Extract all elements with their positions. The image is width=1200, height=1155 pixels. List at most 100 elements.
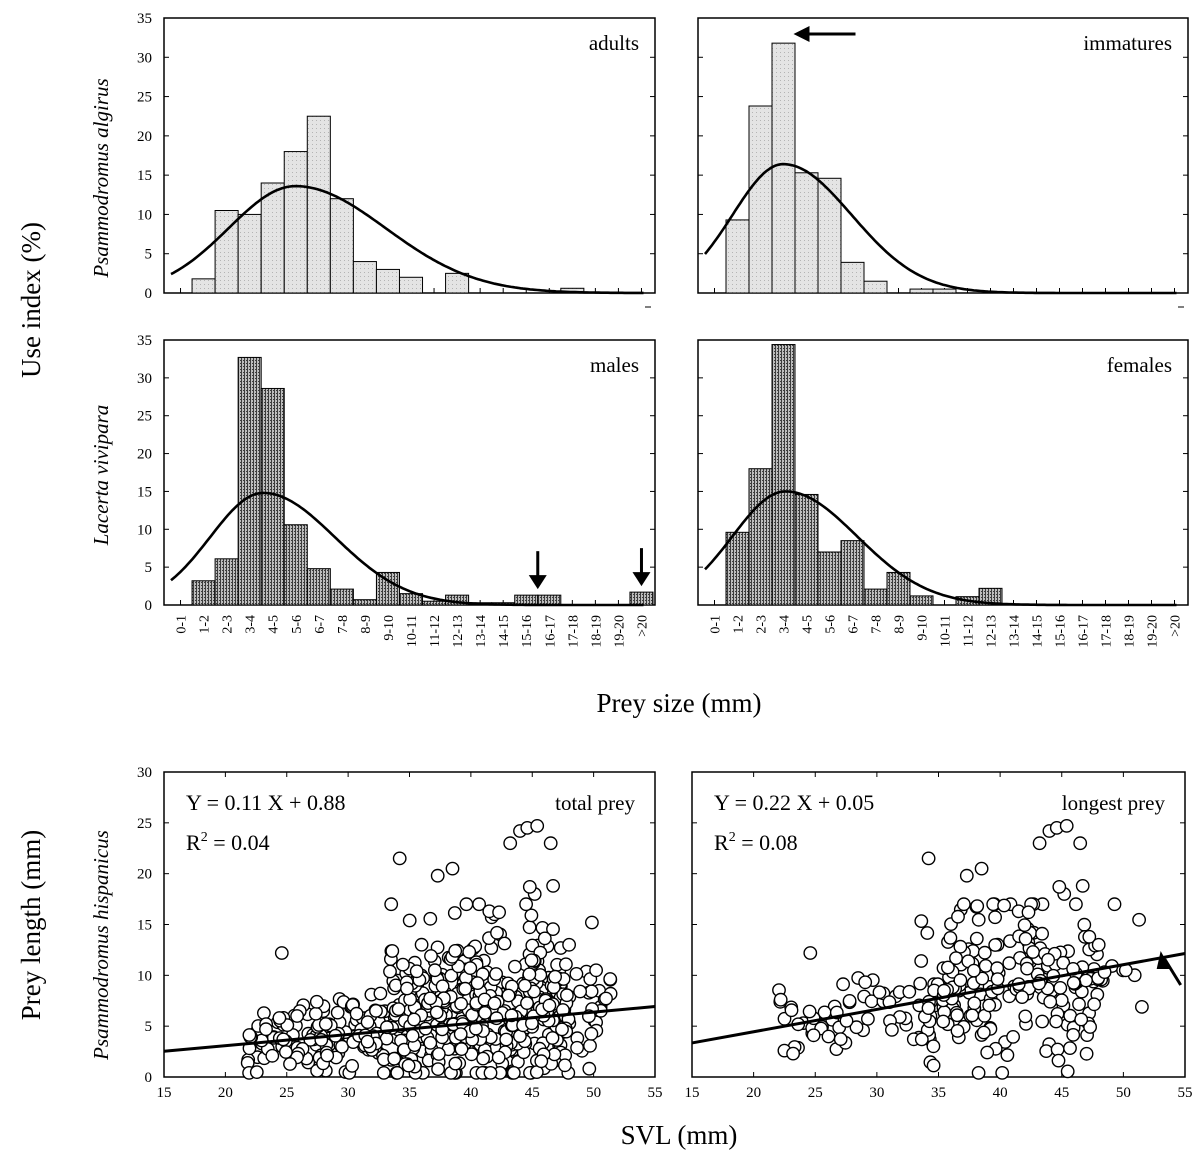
- bar-12-13: [445, 272, 470, 294]
- scatter-frame: [691, 771, 1186, 1078]
- x-tick-label: 9-10: [382, 615, 397, 641]
- bar-4-5: [794, 493, 819, 606]
- bar-12-13: [978, 587, 1003, 606]
- x-tick-label: 5-6: [290, 615, 305, 634]
- data-point: [559, 957, 573, 972]
- data-point: [308, 1006, 323, 1021]
- data-point: [369, 1004, 383, 1018]
- data-point: [1079, 1046, 1094, 1061]
- data-point: [1082, 929, 1097, 944]
- data-point: [424, 949, 438, 963]
- data-point: [256, 1006, 271, 1020]
- data-point: [988, 938, 1003, 952]
- bar-3-4: [771, 344, 796, 606]
- data-point: [1018, 931, 1033, 946]
- data-point: [982, 998, 997, 1013]
- x-tick-label: 15-16: [520, 615, 535, 648]
- x-tick-label: 18-19: [589, 615, 604, 648]
- data-point: [1043, 994, 1058, 1009]
- data-point: [584, 1026, 599, 1041]
- histogram-panel-males: 0 5 10 15 20 25 30 35 0-1 1-2 2-3 3-4 4-5 5-6 6-7 7-8 8-…: [137, 333, 656, 648]
- data-point: [1000, 1048, 1015, 1063]
- bar-7-8: [863, 588, 888, 606]
- data-point: [542, 998, 557, 1013]
- arrow-down-icon: [528, 575, 547, 590]
- data-point: [872, 985, 887, 1000]
- x-tick-label: 11-12: [962, 615, 977, 647]
- data-point: [969, 931, 984, 946]
- data-point: [1049, 1014, 1064, 1029]
- x-tick-label: 11-12: [428, 615, 443, 647]
- bar-2-3: [748, 468, 773, 606]
- data-point: [373, 986, 388, 1001]
- bar-3-4: [771, 42, 796, 294]
- y-tick-label: 25: [137, 90, 152, 106]
- data-point: [546, 879, 560, 893]
- data-point: [522, 967, 537, 982]
- x-tick-label: >20: [1169, 615, 1184, 637]
- data-point: [921, 851, 936, 866]
- data-point: [1020, 961, 1034, 976]
- data-point: [392, 851, 407, 866]
- data-point: [1135, 1000, 1149, 1014]
- data-point: [444, 968, 459, 983]
- data-point: [265, 1048, 280, 1063]
- x-tick-label: 1-2: [732, 615, 747, 634]
- bar-1-2: [725, 219, 750, 294]
- bar-1-2: [191, 580, 216, 606]
- data-point: [407, 1012, 421, 1027]
- arrow-left-icon: [793, 26, 810, 42]
- y-tick-label: 35: [137, 333, 152, 349]
- data-point: [569, 967, 584, 981]
- scatter-panel-longest-prey: 15 20 25 30 35 40 45 50 55 Y = 0.22 X + 0.05 R2 = …: [685, 771, 1193, 1101]
- bar-7-8: [329, 588, 354, 606]
- data-point: [971, 1066, 986, 1080]
- panel-label-longest-prey: longest prey: [1062, 791, 1166, 815]
- bar-20: [629, 591, 654, 606]
- data-point: [773, 992, 788, 1007]
- data-point: [517, 978, 532, 993]
- arrow-down-icon: [632, 572, 651, 587]
- x-tick-label: 25: [808, 1085, 823, 1101]
- histogram-panel-adults: 0 5 10 15 20 25 30 35 adults: [137, 11, 656, 308]
- y-tick-label: 30: [137, 50, 152, 66]
- data-point: [1056, 955, 1071, 970]
- data-point: [470, 976, 485, 990]
- data-point: [506, 1066, 521, 1080]
- panel-label-females: females: [1107, 353, 1172, 377]
- x-tick-label: 6-7: [313, 615, 328, 634]
- data-point: [503, 836, 518, 851]
- data-point: [914, 954, 929, 968]
- data-point: [501, 988, 516, 1003]
- data-point: [953, 973, 968, 988]
- data-point: [1073, 836, 1088, 851]
- species-label-psammodromus-hispanicus: Psammodromus hispanicus: [89, 830, 113, 1061]
- data-point: [476, 1051, 490, 1066]
- x-tick-label: 45: [1054, 1085, 1069, 1101]
- data-point: [1069, 897, 1083, 912]
- x-tick-label: 15-16: [1054, 615, 1069, 648]
- data-point: [951, 909, 965, 924]
- data-point: [463, 961, 478, 975]
- x-tick-label: 35: [931, 1085, 946, 1101]
- x-tick-label: 3-4: [244, 615, 259, 634]
- bar-5-6: [817, 551, 842, 606]
- data-point: [499, 1032, 514, 1047]
- data-point: [1079, 973, 1093, 988]
- x-tick-label: 20: [746, 1085, 761, 1101]
- data-point: [1017, 918, 1032, 932]
- x-tick-label: 40: [463, 1085, 478, 1101]
- data-point: [833, 1032, 848, 1047]
- y-tick-label: 10: [137, 207, 152, 223]
- data-point: [971, 912, 986, 927]
- data-point: [423, 1036, 438, 1050]
- data-point: [1021, 905, 1036, 920]
- bar-10-11: [932, 288, 957, 294]
- x-tick-label: 15: [157, 1085, 172, 1101]
- data-point: [520, 996, 534, 1010]
- data-point: [483, 1066, 498, 1080]
- bar-3-4: [237, 356, 262, 606]
- data-point: [978, 959, 993, 973]
- data-point: [585, 915, 599, 930]
- y-tick-label: 15: [137, 918, 152, 934]
